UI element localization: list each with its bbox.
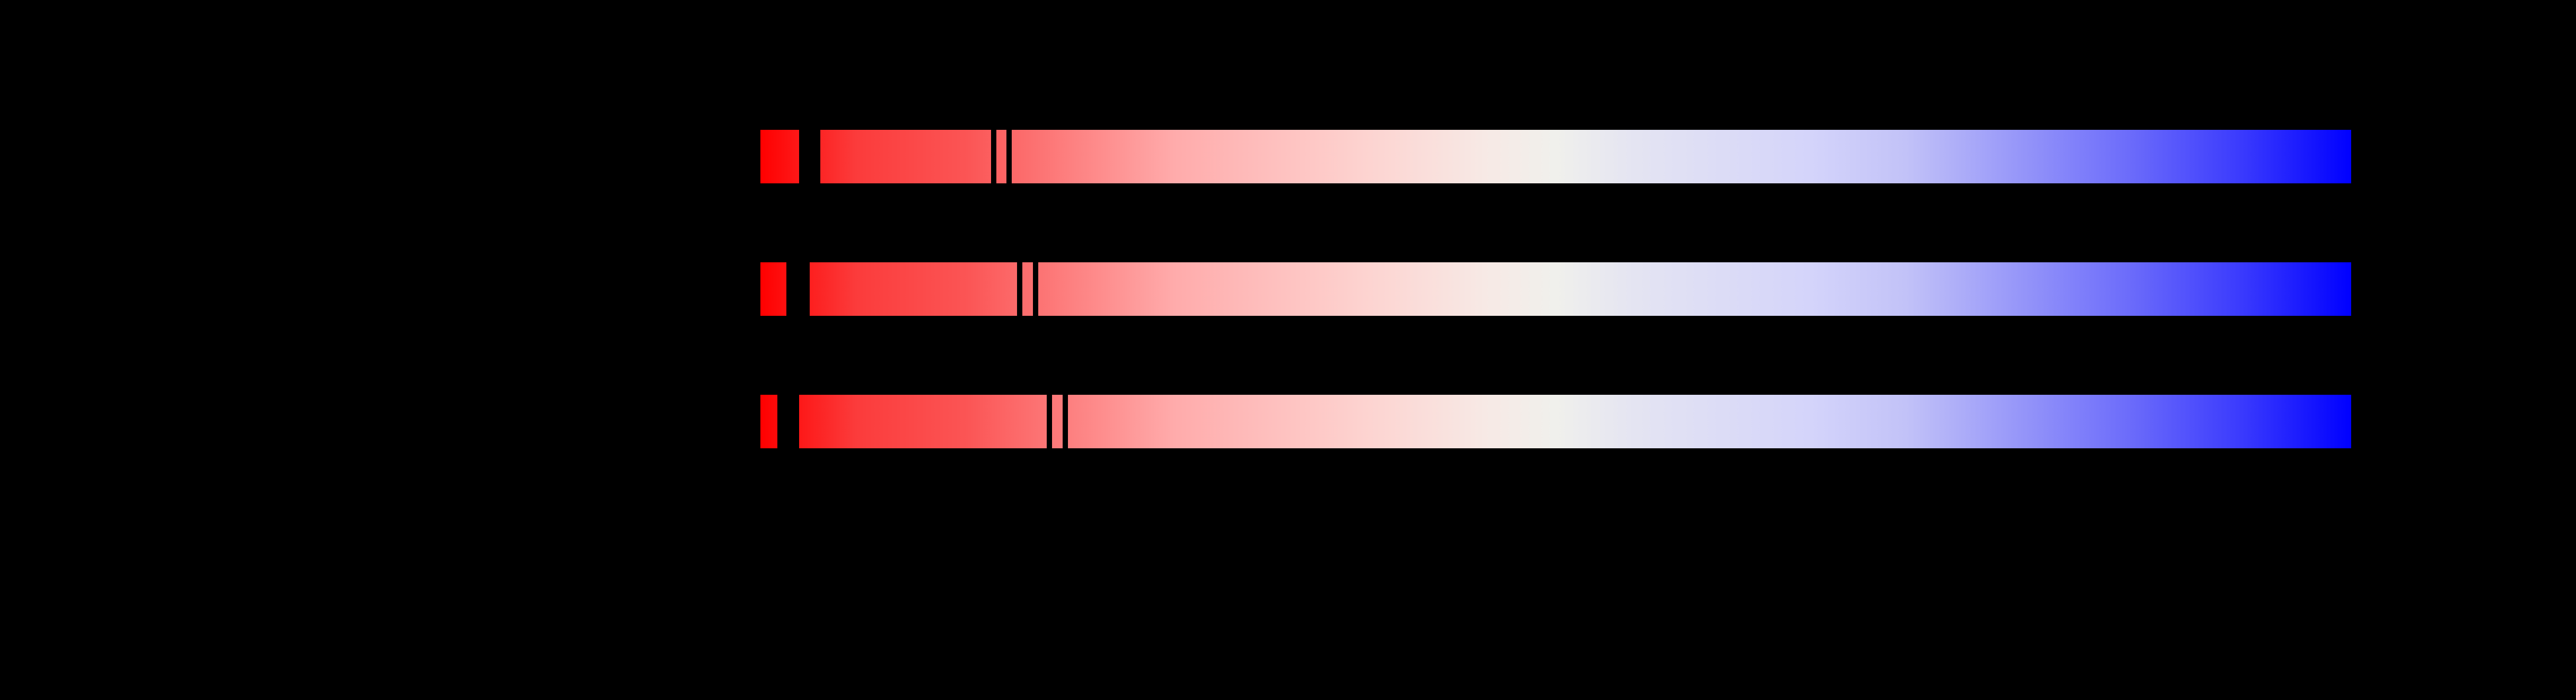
black-tick-marker [1006, 130, 1012, 183]
gradient-strip-3 [760, 395, 2351, 448]
black-band-marker [777, 395, 799, 448]
black-band-marker [799, 130, 820, 183]
black-tick-marker [1033, 262, 1038, 316]
black-tick-marker [1047, 395, 1052, 448]
gradient-strip-2 [760, 262, 2351, 316]
black-tick-marker [991, 130, 996, 183]
black-band-marker [786, 262, 810, 316]
black-tick-marker [1017, 262, 1022, 316]
gradient-strip-1 [760, 130, 2351, 183]
black-tick-marker [1063, 395, 1068, 448]
